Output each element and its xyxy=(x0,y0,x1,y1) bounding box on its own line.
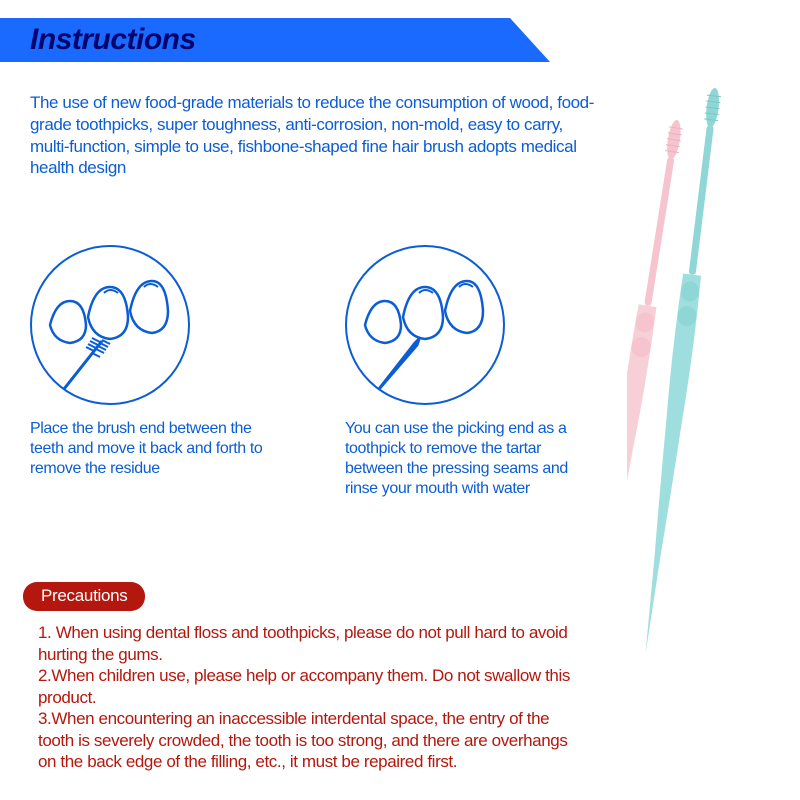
diagram-circle-brush xyxy=(30,245,190,405)
precaution-item: 1. When using dental floss and toothpick… xyxy=(38,622,583,665)
teeth-pick-icon xyxy=(359,267,494,397)
precautions-list: 1. When using dental floss and toothpick… xyxy=(38,622,583,773)
diagram-caption-pick: You can use the picking end as a toothpi… xyxy=(345,419,590,499)
diagram-brush-end: Place the brush end between the teeth an… xyxy=(30,245,275,499)
precaution-item: 2.When children use, please help or acco… xyxy=(38,665,583,708)
product-toothpicks-icon xyxy=(627,80,792,720)
diagram-pick-end: You can use the picking end as a toothpi… xyxy=(345,245,590,499)
precaution-item: 3.When encountering an inaccessible inte… xyxy=(38,708,583,773)
header-bar: Instructions xyxy=(0,18,550,62)
teeth-brush-icon xyxy=(44,267,179,397)
page-title: Instructions xyxy=(30,23,196,57)
precautions-badge: Precautions xyxy=(23,582,145,611)
intro-text: The use of new food-grade materials to r… xyxy=(30,92,600,179)
precautions-label: Precautions xyxy=(41,586,127,605)
diagram-caption-brush: Place the brush end between the teeth an… xyxy=(30,419,275,479)
diagram-row: Place the brush end between the teeth an… xyxy=(30,245,590,499)
diagram-circle-pick xyxy=(345,245,505,405)
